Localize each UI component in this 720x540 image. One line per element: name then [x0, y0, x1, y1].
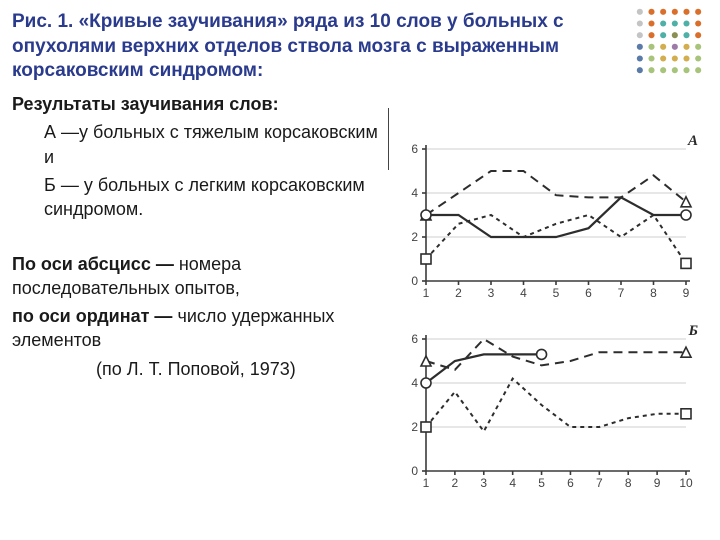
svg-text:6: 6	[411, 142, 418, 156]
body-text: Результаты заучивания слов: А —у больных…	[0, 92, 380, 381]
figure-title: Рис. 1. «Кривые заучивания» ряда из 10 с…	[0, 0, 720, 92]
svg-text:7: 7	[596, 476, 603, 490]
svg-text:0: 0	[411, 464, 418, 478]
line-a: А —у больных с тяжелым корсаковским и	[12, 120, 380, 169]
citation: (по Л. Т. Поповой, 1973)	[12, 357, 380, 381]
svg-text:0: 0	[411, 274, 418, 288]
svg-text:4: 4	[509, 476, 516, 490]
svg-text:2: 2	[411, 230, 418, 244]
chart-b: Б 0 2 4 6 1 2 3 4 5 6 7 8 9 10	[396, 325, 706, 495]
svg-text:2: 2	[452, 476, 459, 490]
results-heading: Результаты заучивания слов:	[12, 92, 380, 116]
chart-a: А 0 2 4 6 1 2 3 4 5 6 7 8 9	[396, 135, 706, 305]
svg-text:5: 5	[553, 286, 560, 300]
line-b: Б — у больных с легким корсаковским синд…	[12, 173, 380, 222]
svg-text:4: 4	[520, 286, 527, 300]
svg-text:9: 9	[654, 476, 661, 490]
svg-text:4: 4	[411, 376, 418, 390]
charts-container: А 0 2 4 6 1 2 3 4 5 6 7 8 9 Б 0 2 4 6 1 2 3 4 5 6 7 8 9 10	[396, 135, 706, 515]
svg-text:3: 3	[480, 476, 487, 490]
chart-b-svg: 0 2 4 6 1 2 3 4 5 6 7 8 9 10	[396, 325, 696, 495]
svg-text:2: 2	[455, 286, 462, 300]
svg-text:2: 2	[411, 420, 418, 434]
svg-text:1: 1	[423, 476, 430, 490]
chart-a-label: А	[688, 133, 698, 150]
svg-text:10: 10	[679, 476, 693, 490]
svg-text:3: 3	[488, 286, 495, 300]
svg-text:9: 9	[683, 286, 690, 300]
chart-b-label: Б	[688, 323, 698, 340]
svg-text:6: 6	[411, 332, 418, 346]
svg-text:6: 6	[567, 476, 574, 490]
corner-dot-grid	[628, 6, 710, 76]
chart-a-svg: 0 2 4 6 1 2 3 4 5 6 7 8 9	[396, 135, 696, 305]
svg-text:4: 4	[411, 186, 418, 200]
svg-text:8: 8	[650, 286, 657, 300]
svg-text:8: 8	[625, 476, 632, 490]
svg-text:6: 6	[585, 286, 592, 300]
svg-text:5: 5	[538, 476, 545, 490]
svg-text:7: 7	[618, 286, 625, 300]
axis-y-desc: по оси ординат — число удержанных элемен…	[12, 304, 380, 353]
svg-text:1: 1	[423, 286, 430, 300]
axis-x-desc: По оси абсцисс — номера последовательных…	[12, 252, 380, 301]
vertical-rule	[388, 108, 389, 170]
